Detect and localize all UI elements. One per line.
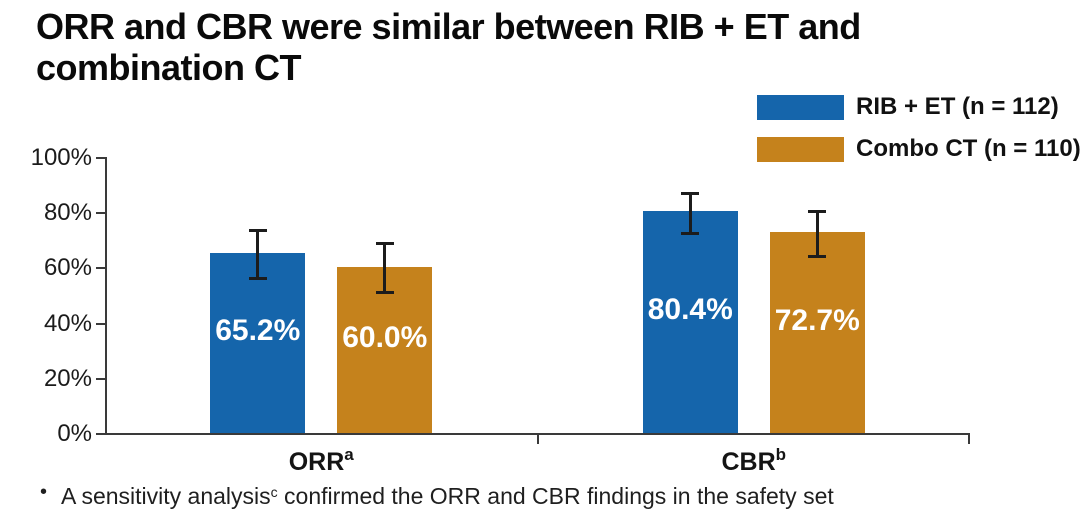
footnote-text: A sensitivity analysisc confirmed the OR… <box>61 478 834 510</box>
bar-cbr-series1 <box>642 211 738 433</box>
error-bar-orr-series2 <box>375 242 394 295</box>
error-bar-part <box>815 209 819 258</box>
y-axis-tick-label: 0% <box>57 420 92 447</box>
error-bar-part <box>256 228 260 280</box>
legend-label: RIB + ET (n = 112) <box>856 93 1059 120</box>
y-axis-tick-label: 40% <box>43 309 92 337</box>
error-bar-cbr-series1 <box>681 192 700 235</box>
y-axis-tick <box>96 212 105 215</box>
x-axis-end-tick <box>968 435 970 444</box>
footnote: • A sensitivity analysisc confirmed the … <box>40 478 834 510</box>
error-bar-part <box>375 291 394 295</box>
footnote-superscript: c <box>270 484 278 500</box>
y-axis-tick-label: 60% <box>43 254 92 282</box>
error-bar-cbr-series2 <box>808 209 827 258</box>
bar-cbr-series2 <box>769 232 865 433</box>
y-axis-tick <box>96 322 105 325</box>
legend-swatch-icon <box>757 136 844 162</box>
error-bar-part <box>688 192 692 235</box>
bar-value-label: 72.7% <box>774 303 860 337</box>
footnote-text-main: A sensitivity analysis <box>61 483 271 509</box>
bar-value-label: 65.2% <box>215 314 301 348</box>
error-bar-part <box>808 255 827 258</box>
legend-swatch-icon <box>757 94 844 120</box>
category-label-text: ORR <box>288 448 345 476</box>
legend-label: Combo CT (n = 110) <box>856 135 1080 162</box>
slide-title: ORR and CBR were similar between RIB + E… <box>36 6 861 88</box>
chart-legend: RIB + ET (n = 112) Combo CT (n = 110) <box>757 93 1080 178</box>
error-bar-part <box>681 192 700 196</box>
x-axis-tick <box>536 435 539 444</box>
error-bar-part <box>248 228 267 232</box>
y-axis-tick-label: 20% <box>43 364 92 392</box>
y-axis-tick-label: 80% <box>43 199 92 227</box>
error-bar-part <box>808 209 827 213</box>
error-bar-orr-series1 <box>248 228 267 280</box>
legend-item-2: Combo CT (n = 110) <box>757 135 1080 162</box>
y-axis <box>105 157 107 435</box>
category-label-superscript: b <box>775 445 787 464</box>
y-axis-tick-label: 100% <box>30 144 92 171</box>
category-label-orr: ORRa <box>221 441 421 476</box>
category-label-cbr: CBRb <box>654 441 854 476</box>
legend-item-1: RIB + ET (n = 112) <box>757 93 1080 120</box>
y-axis-tick <box>96 377 105 380</box>
y-axis-tick <box>96 267 105 270</box>
bullet-icon: • <box>40 481 48 503</box>
error-bar-part <box>375 242 394 245</box>
bar-orr-series2 <box>337 267 433 433</box>
bar-value-label: 60.0% <box>342 321 428 355</box>
error-bar-part <box>383 242 387 295</box>
footnote-text-after: confirmed the ORR and CBR findings in th… <box>277 483 834 509</box>
bar-orr-series1 <box>210 253 306 433</box>
category-label-text: CBR <box>721 448 776 476</box>
category-label-superscript: a <box>344 445 354 464</box>
error-bar-part <box>248 276 267 280</box>
y-axis-tick <box>96 433 105 435</box>
error-bar-part <box>681 231 700 235</box>
bar-value-label: 80.4% <box>647 293 733 327</box>
x-axis <box>105 433 970 435</box>
y-axis-tick <box>96 157 105 159</box>
